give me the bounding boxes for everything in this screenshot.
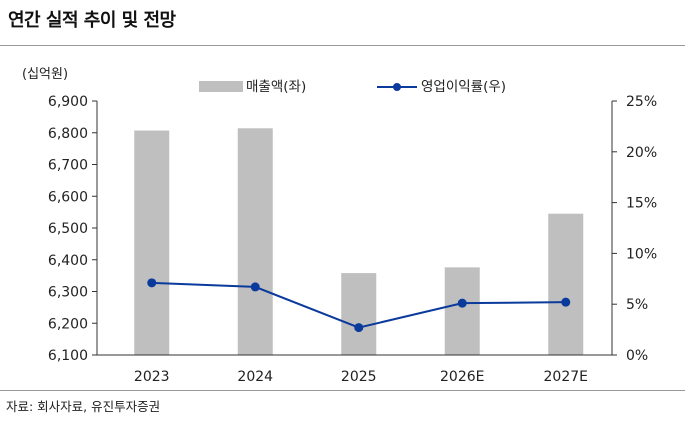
- legend-label-sales: 매출액(좌): [246, 79, 306, 95]
- x-tick-label: 2023: [134, 369, 170, 385]
- source-note: 자료: 회사자료, 유진투자증권: [6, 399, 161, 414]
- line-point-2024: [250, 282, 260, 292]
- y-left-tick-label: 6,800: [48, 126, 88, 142]
- x-tick-label: 2024: [237, 369, 273, 385]
- bar-2026E: [444, 267, 480, 355]
- x-tick-label: 2027E: [544, 369, 588, 385]
- chart-title: 연간 실적 추이 및 전망: [8, 10, 176, 31]
- y-left-tick-label: 6,700: [48, 158, 88, 174]
- y-right-tick-label: 25%: [626, 94, 657, 110]
- y-left-tick-label: 6,900: [48, 94, 88, 110]
- y-left-tick-label: 6,100: [48, 348, 88, 364]
- y-left-tick-label: 6,300: [48, 285, 88, 301]
- bar-2023: [134, 130, 170, 355]
- y-left-tick-label: 6,600: [48, 189, 88, 205]
- y-left-tick-label: 6,400: [48, 253, 88, 269]
- title-divider: [0, 45, 685, 46]
- legend-swatch-margin-marker: [393, 83, 401, 91]
- y-right-tick-label: 20%: [626, 145, 657, 161]
- legend-swatch-sales: [199, 81, 243, 92]
- y-left-tick-label: 6,200: [48, 316, 88, 332]
- bar-2024: [237, 128, 273, 355]
- footer-divider: [0, 390, 685, 391]
- line-point-2025: [354, 323, 364, 333]
- line-point-2027E: [561, 297, 571, 307]
- legend-label-margin: 영업이익률(우): [421, 79, 506, 95]
- x-tick-label: 2025: [341, 369, 377, 385]
- bar-2025: [341, 273, 377, 355]
- chart: (십억원) 6,100 6,200 6,300 6,400 6,500 6,600 6,700…: [22, 67, 657, 385]
- y-left-tick-label: 6,500: [48, 221, 88, 237]
- y-axis-unit-label: (십억원): [22, 67, 68, 82]
- y-right-tick-label: 15%: [626, 196, 657, 212]
- y-right-tick-label: 0%: [626, 348, 648, 364]
- bar-2027E: [548, 213, 584, 355]
- y-right-tick-label: 10%: [626, 246, 657, 262]
- y-right-tick-label: 5%: [626, 297, 648, 313]
- line-point-2023: [147, 278, 157, 288]
- line-point-2026E: [457, 298, 467, 308]
- x-tick-label: 2026E: [440, 369, 484, 385]
